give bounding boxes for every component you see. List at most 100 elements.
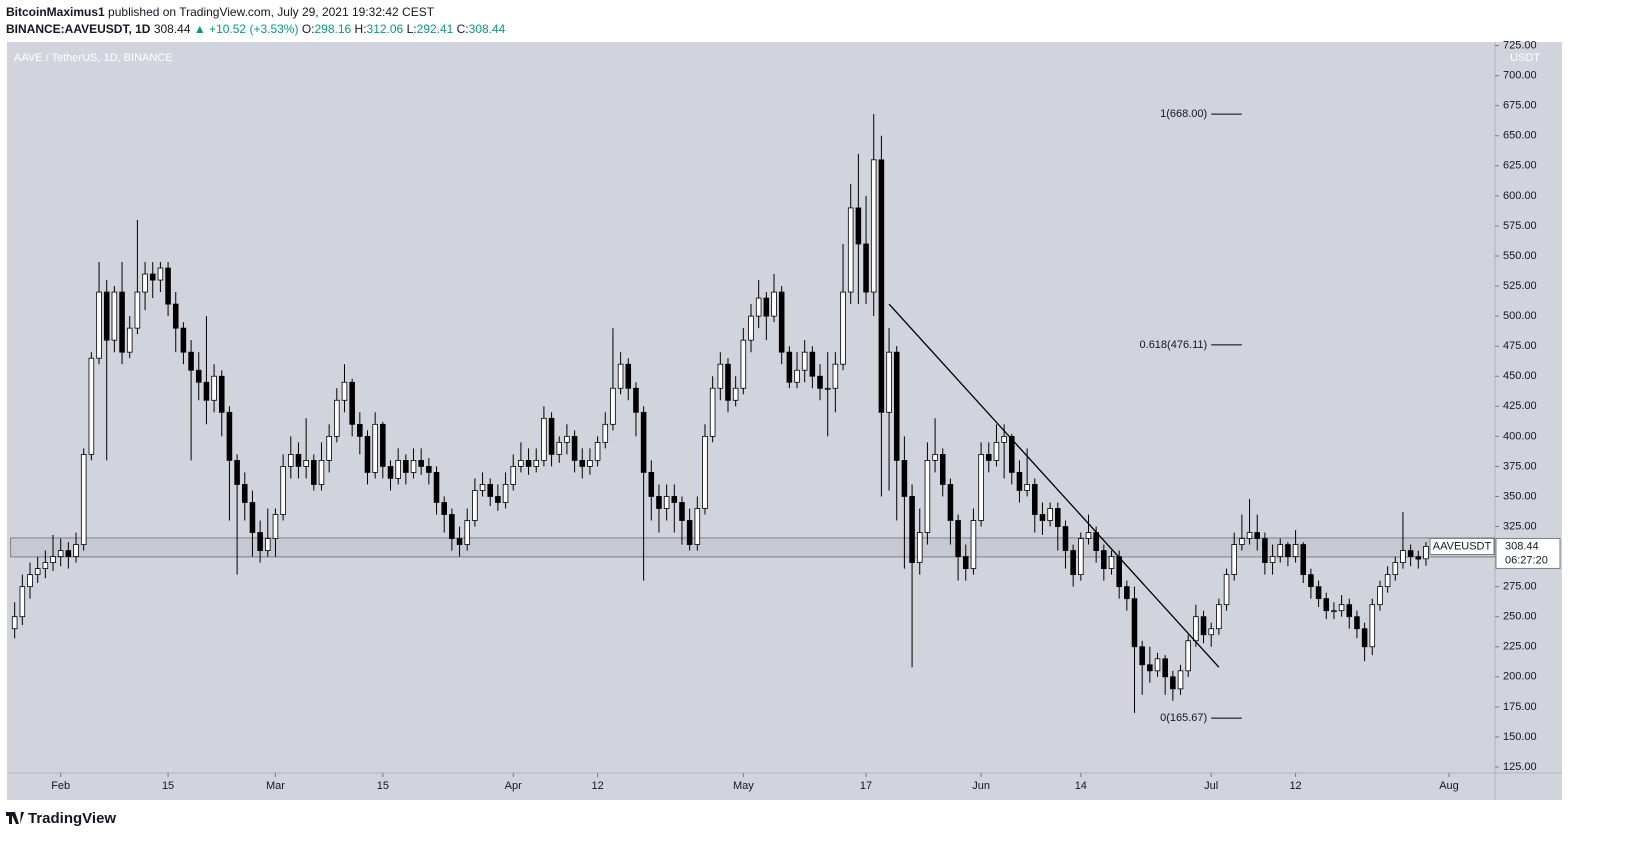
candle-down	[863, 243, 869, 293]
candle-down	[165, 267, 171, 305]
candle-up	[1400, 550, 1406, 563]
y-tick-label: 200.00	[1503, 671, 1537, 683]
candle-down	[119, 291, 125, 353]
candle-down	[180, 327, 187, 353]
candle-up	[924, 460, 931, 533]
candle-down	[1323, 598, 1330, 612]
candle-up	[832, 363, 839, 389]
candle-down	[203, 381, 210, 401]
x-tick-label: Aug	[1439, 780, 1459, 792]
candle-down	[349, 381, 355, 425]
candle-down	[441, 502, 447, 515]
symbol: BINANCE:AAVEUSDT, 1D	[6, 22, 151, 36]
candle-down	[1407, 550, 1414, 557]
plot-background	[7, 42, 1495, 773]
publish-line: BitcoinMaximus1 published on TradingView…	[6, 4, 505, 21]
candle-up	[840, 291, 846, 365]
y-tick-label: 650.00	[1503, 130, 1537, 142]
candle-down	[357, 423, 363, 437]
candle-up	[502, 484, 509, 503]
candle-down	[403, 460, 409, 473]
countdown: 06:27:20	[1505, 554, 1548, 566]
candle-up	[617, 363, 624, 389]
y-tick-label: 500.00	[1503, 310, 1537, 322]
x-tick-label: May	[733, 780, 754, 792]
h-key: H:	[354, 22, 367, 36]
candle-down	[878, 159, 885, 413]
candle-down	[1016, 472, 1023, 491]
y-tick-label: 575.00	[1503, 220, 1537, 232]
candle-up	[993, 441, 1000, 461]
x-tick-label: 12	[1289, 780, 1301, 792]
candle-up	[1231, 544, 1237, 576]
candle-up	[464, 520, 470, 545]
candle-up	[50, 556, 56, 563]
candle-down	[1162, 658, 1168, 678]
h-value: 312.06	[366, 22, 404, 36]
candle-down	[241, 484, 248, 503]
candle-up	[1024, 484, 1030, 491]
x-tick-label: 14	[1075, 780, 1087, 792]
candle-up	[34, 568, 41, 576]
candle-up	[610, 387, 616, 425]
candle-up	[1223, 574, 1230, 606]
fib-label: 1(668.00)	[1160, 108, 1207, 120]
candle-up	[1216, 604, 1222, 630]
candle-up	[1277, 544, 1284, 557]
l-value: 292.41	[416, 22, 454, 36]
candle-up	[410, 460, 417, 473]
candle-down	[1200, 616, 1207, 636]
c-value: 308.44	[468, 22, 506, 36]
candle-down	[955, 520, 961, 557]
candle-up	[1001, 435, 1007, 443]
candle-down	[1093, 532, 1099, 551]
candle-up	[594, 441, 601, 461]
trendline	[888, 303, 1220, 668]
candle-down	[1032, 484, 1038, 515]
candle-down	[1139, 646, 1145, 666]
candle-up	[1392, 562, 1399, 576]
candle-up	[1369, 604, 1376, 648]
candle-up	[1246, 532, 1253, 539]
x-tick-label: 17	[860, 780, 872, 792]
y-tick-label: 275.00	[1503, 581, 1537, 593]
time-axis-background	[7, 773, 1495, 800]
y-tick-label: 225.00	[1503, 641, 1537, 653]
y-tick-label: 150.00	[1503, 731, 1537, 743]
candle-up	[211, 375, 217, 401]
candle-up	[19, 586, 26, 618]
candle-up	[1177, 670, 1184, 690]
candle-down	[571, 435, 578, 461]
candle-down	[939, 453, 946, 485]
candle-down	[495, 496, 501, 503]
candle-up	[1193, 616, 1199, 642]
candle-down	[778, 291, 785, 353]
logo-icon	[6, 812, 24, 824]
candle-up	[334, 399, 340, 437]
candle-down	[809, 351, 816, 377]
candle-up	[717, 363, 724, 389]
candle-up	[533, 460, 540, 467]
logo: TradingView	[6, 810, 116, 827]
price-axis-background	[1495, 42, 1562, 800]
candle-up	[541, 417, 547, 461]
candle-up	[886, 351, 892, 413]
candle-up	[1208, 628, 1214, 636]
candle-up	[1085, 532, 1092, 539]
candle-up	[372, 423, 378, 473]
y-tick-label: 175.00	[1503, 701, 1537, 713]
author: BitcoinMaximus1	[6, 5, 105, 19]
y-tick-label: 600.00	[1503, 190, 1537, 202]
candle-up	[303, 460, 309, 467]
candle-down	[579, 460, 586, 467]
candle-down	[1062, 526, 1069, 551]
candle-down	[909, 496, 915, 563]
y-tick-label: 625.00	[1503, 160, 1537, 172]
candle-down	[257, 532, 263, 551]
candle-up	[1239, 538, 1245, 545]
candle-up	[518, 460, 524, 467]
y-tick-label: 375.00	[1503, 460, 1537, 472]
x-tick-label: Mar	[266, 780, 285, 792]
candle-down	[226, 411, 233, 461]
candle-up	[824, 387, 831, 390]
